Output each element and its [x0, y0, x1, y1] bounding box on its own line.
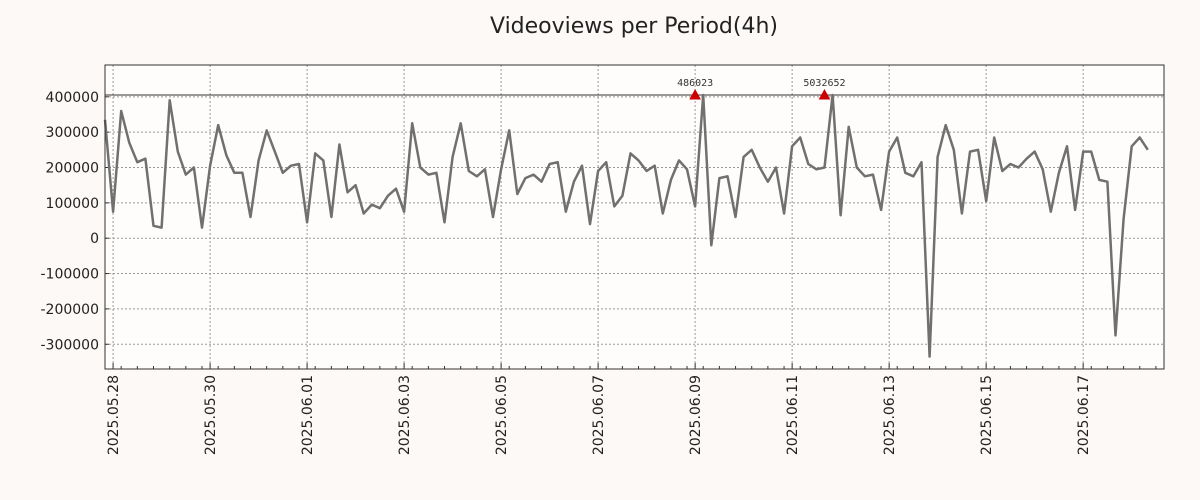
x-tick-label: 2025.06.03	[397, 375, 413, 455]
peak-annotation-label: 486023	[677, 78, 713, 89]
y-tick-label: 100000	[46, 196, 99, 212]
x-tick-label: 2025.06.11	[785, 375, 801, 455]
y-tick-label: -100000	[41, 267, 100, 283]
x-tick-label: 2025.06.05	[494, 375, 510, 455]
peak-marker	[818, 89, 831, 100]
peak-annotation-label: 5032652	[803, 78, 845, 89]
peak-marker	[689, 89, 701, 100]
chart-title: Videoviews per Period(4h)	[490, 14, 778, 39]
x-tick-label: 2025.06.15	[979, 375, 995, 455]
x-tick-label: 2025.06.13	[882, 375, 898, 455]
y-tick-label: 300000	[46, 125, 99, 141]
y-tick-label: 400000	[46, 90, 99, 106]
y-tick-label: -300000	[41, 337, 100, 353]
series-line	[103, 93, 1149, 358]
plot-frame	[104, 64, 1165, 370]
x-tick-label: 2025.05.30	[203, 375, 219, 455]
x-tick-label: 2025.06.17	[1076, 375, 1092, 455]
x-tick-label: 2025.06.07	[591, 375, 607, 455]
x-tick-label: 2025.06.01	[300, 375, 316, 455]
plot-area	[105, 65, 1164, 369]
y-tick-label: 200000	[46, 161, 99, 177]
x-tick-label: 2025.06.09	[688, 375, 704, 455]
y-tick-label: -200000	[41, 302, 100, 318]
y-tick-label: 0	[90, 231, 99, 247]
x-tick-label: 2025.05.28	[106, 375, 122, 455]
